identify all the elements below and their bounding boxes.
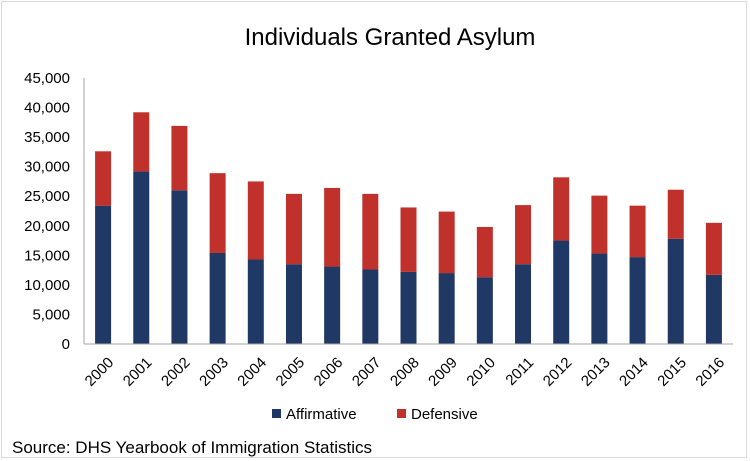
- bar-affirmative-2003: [209, 252, 226, 344]
- y-tick-label: 45,000: [24, 70, 70, 87]
- bar-defensive-2011: [515, 205, 532, 265]
- bar-affirmative-2011: [515, 264, 532, 344]
- bar-affirmative-2013: [591, 253, 608, 344]
- bar-affirmative-2006: [324, 266, 341, 344]
- legend: Affirmative Defensive: [272, 406, 478, 423]
- x-tick-label: 2008: [387, 354, 423, 390]
- x-tick-label: 2010: [463, 354, 499, 390]
- bar-affirmative-2015: [667, 238, 684, 344]
- x-tick-label: 2016: [692, 354, 728, 390]
- bar-affirmative-2002: [171, 190, 188, 344]
- bar-defensive-2015: [667, 189, 684, 239]
- y-tick-label: 0: [62, 336, 70, 353]
- bar-affirmative-2001: [133, 171, 150, 344]
- bar-defensive-2010: [476, 226, 493, 278]
- bars: [95, 112, 722, 344]
- y-tick-label: 15,000: [24, 247, 70, 264]
- legend-swatch-affirmative: [272, 409, 281, 418]
- bar-affirmative-2005: [285, 264, 302, 344]
- x-tick-label: 2002: [158, 354, 194, 390]
- bar-affirmative-2004: [247, 259, 264, 344]
- bar-affirmative-2009: [438, 273, 455, 344]
- bar-defensive-2000: [95, 151, 112, 206]
- chart-title: Individuals Granted Asylum: [245, 24, 536, 51]
- bar-defensive-2016: [705, 222, 722, 275]
- bar-affirmative-2010: [476, 277, 493, 344]
- bar-affirmative-2000: [95, 205, 112, 344]
- y-tick-label: 10,000: [24, 277, 70, 294]
- legend-label-affirmative: Affirmative: [286, 406, 357, 423]
- bar-defensive-2014: [629, 205, 646, 258]
- x-tick-label: 2006: [311, 354, 347, 390]
- x-tick-label: 2015: [654, 354, 690, 390]
- x-tick-label: 2004: [234, 354, 270, 390]
- x-tick-label: 2003: [196, 354, 232, 390]
- y-axis: 0 5,000 10,000 15,000 20,000 25,000 30,000 35,0…: [24, 70, 85, 353]
- y-tick-label: 35,000: [24, 129, 70, 146]
- x-tick-label: 2001: [120, 354, 156, 390]
- bar-defensive-2006: [324, 187, 341, 267]
- bar-affirmative-2016: [705, 274, 722, 344]
- bar-defensive-2008: [400, 207, 417, 272]
- x-tick-label: 2014: [616, 354, 652, 390]
- x-tick-label: 2000: [82, 354, 118, 390]
- bar-affirmative-2007: [362, 269, 379, 344]
- bar-affirmative-2008: [400, 271, 417, 344]
- bar-defensive-2003: [209, 173, 226, 253]
- y-tick-label: 40,000: [24, 100, 70, 117]
- x-tick-label: 2013: [578, 354, 614, 390]
- x-tick-label: 2011: [502, 354, 537, 389]
- y-tick-label: 25,000: [24, 188, 70, 205]
- legend-swatch-defensive: [397, 409, 406, 418]
- x-tick-label: 2009: [425, 354, 461, 390]
- x-tick-label: 2005: [273, 354, 309, 390]
- bar-affirmative-2014: [629, 257, 646, 344]
- y-tick-label: 30,000: [24, 159, 70, 176]
- legend-label-defensive: Defensive: [411, 406, 478, 423]
- bar-affirmative-2012: [553, 240, 570, 344]
- x-tick-label: 2007: [349, 354, 385, 390]
- bar-defensive-2009: [438, 211, 455, 274]
- x-tick-label: 2012: [540, 354, 576, 390]
- bar-defensive-2013: [591, 195, 608, 254]
- bar-defensive-2001: [133, 112, 150, 172]
- y-tick-label: 5,000: [32, 306, 70, 323]
- x-axis: 2000 2001 2002 2003 2004 2005 2006 2007 2008 2009…: [82, 343, 733, 390]
- y-tick-label: 20,000: [24, 218, 70, 235]
- source-note: Source: DHS Yearbook of Immigration Stat…: [12, 438, 372, 457]
- bar-defensive-2012: [553, 177, 570, 241]
- bar-defensive-2005: [285, 193, 302, 265]
- bar-defensive-2004: [247, 181, 264, 260]
- bar-defensive-2002: [171, 125, 188, 191]
- bar-defensive-2007: [362, 193, 379, 270]
